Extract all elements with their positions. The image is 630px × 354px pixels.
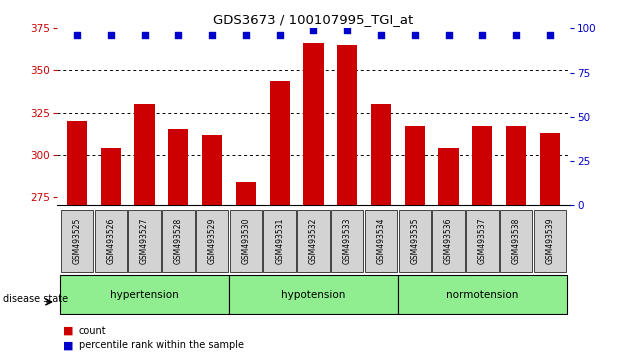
Bar <box>297 210 329 272</box>
Bar <box>399 210 431 272</box>
Point <box>410 33 420 38</box>
Bar <box>438 148 459 205</box>
Bar <box>534 210 566 272</box>
Text: GSM493533: GSM493533 <box>343 217 352 264</box>
Bar <box>229 275 398 314</box>
Bar <box>365 210 397 272</box>
Text: count: count <box>79 326 106 336</box>
Bar <box>432 210 465 272</box>
Text: hypotension: hypotension <box>281 290 346 300</box>
Text: normotension: normotension <box>446 290 518 300</box>
Bar <box>337 45 357 205</box>
Bar <box>331 210 364 272</box>
Bar <box>94 210 127 272</box>
Text: disease state: disease state <box>3 294 68 304</box>
Text: GSM493529: GSM493529 <box>208 217 217 264</box>
Point <box>207 33 217 38</box>
Bar <box>202 135 222 205</box>
Title: GDS3673 / 100107995_TGI_at: GDS3673 / 100107995_TGI_at <box>214 13 413 26</box>
Point <box>106 33 116 38</box>
Text: GSM493526: GSM493526 <box>106 217 115 264</box>
Point <box>376 33 386 38</box>
Text: GSM493525: GSM493525 <box>72 217 81 264</box>
Bar <box>196 210 228 272</box>
Bar <box>303 44 324 205</box>
Bar <box>129 210 161 272</box>
Bar <box>60 275 229 314</box>
Text: GSM493538: GSM493538 <box>512 217 520 264</box>
Bar <box>404 126 425 205</box>
Text: GSM493535: GSM493535 <box>410 217 419 264</box>
Text: GSM493531: GSM493531 <box>275 217 284 264</box>
Point <box>173 33 183 38</box>
Bar <box>540 133 560 205</box>
Text: GSM493527: GSM493527 <box>140 217 149 264</box>
Point <box>342 27 352 33</box>
Point <box>241 33 251 38</box>
Bar <box>371 104 391 205</box>
Text: percentile rank within the sample: percentile rank within the sample <box>79 340 244 350</box>
Bar <box>162 210 195 272</box>
Text: ■: ■ <box>63 326 74 336</box>
Bar <box>236 182 256 205</box>
Text: GSM493539: GSM493539 <box>546 217 554 264</box>
Bar <box>398 275 567 314</box>
Bar <box>466 210 498 272</box>
Text: GSM493532: GSM493532 <box>309 217 318 264</box>
Bar <box>263 210 296 272</box>
Point <box>308 27 318 33</box>
Point <box>444 33 454 38</box>
Text: GSM493536: GSM493536 <box>444 217 453 264</box>
Bar <box>270 81 290 205</box>
Point <box>545 33 555 38</box>
Point <box>72 33 82 38</box>
Text: GSM493534: GSM493534 <box>377 217 386 264</box>
Bar <box>500 210 532 272</box>
Bar <box>506 126 526 205</box>
Point <box>511 33 521 38</box>
Bar <box>67 121 87 205</box>
Bar <box>230 210 262 272</box>
Bar <box>134 104 154 205</box>
Text: ■: ■ <box>63 340 74 350</box>
Bar <box>168 130 188 205</box>
Point <box>275 33 285 38</box>
Point <box>139 33 149 38</box>
Bar <box>472 126 493 205</box>
Text: GSM493537: GSM493537 <box>478 217 487 264</box>
Point <box>478 33 488 38</box>
Bar <box>60 210 93 272</box>
Text: GSM493530: GSM493530 <box>241 217 250 264</box>
Text: hypertension: hypertension <box>110 290 179 300</box>
Text: GSM493528: GSM493528 <box>174 218 183 264</box>
Bar <box>101 148 121 205</box>
